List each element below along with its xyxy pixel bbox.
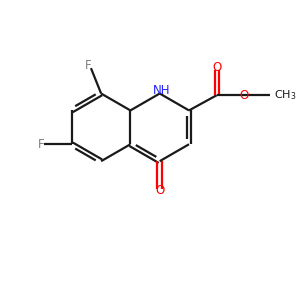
Text: O: O — [155, 184, 164, 197]
Text: F: F — [85, 59, 92, 72]
Text: O: O — [240, 89, 249, 102]
Text: O: O — [212, 61, 221, 74]
Text: NH: NH — [152, 84, 170, 97]
Text: CH$_3$: CH$_3$ — [274, 88, 297, 102]
Text: F: F — [38, 138, 44, 151]
